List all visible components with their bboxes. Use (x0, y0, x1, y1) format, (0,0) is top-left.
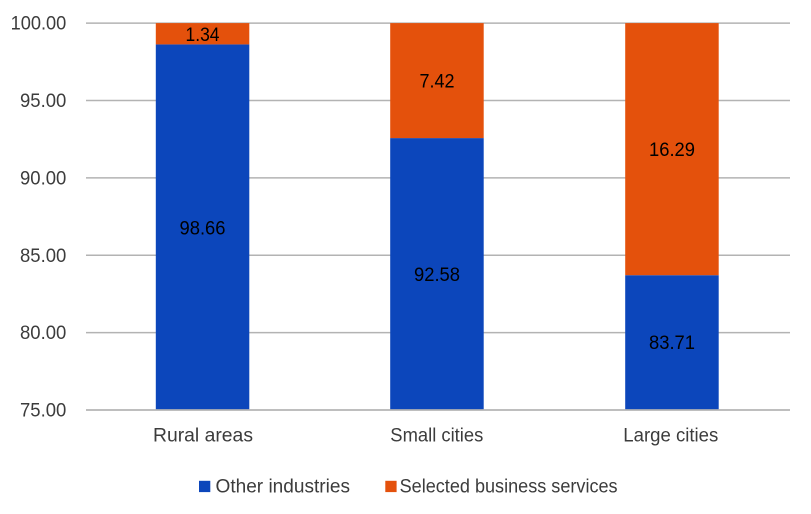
svg-text:Other industries: Other industries (216, 476, 351, 497)
svg-text:85.00: 85.00 (20, 246, 66, 267)
svg-text:95.00: 95.00 (20, 91, 66, 112)
svg-text:90.00: 90.00 (20, 168, 66, 189)
svg-text:83.71: 83.71 (649, 333, 695, 354)
svg-text:Large cities: Large cities (623, 426, 718, 447)
svg-text:7.42: 7.42 (420, 72, 455, 93)
svg-text:100.00: 100.00 (11, 14, 67, 35)
svg-text:75.00: 75.00 (20, 401, 66, 422)
svg-text:16.29: 16.29 (649, 140, 695, 161)
svg-text:80.00: 80.00 (20, 323, 66, 344)
svg-text:92.58: 92.58 (414, 265, 460, 286)
svg-text:Selected business services: Selected business services (400, 476, 618, 497)
svg-text:Rural areas: Rural areas (153, 426, 253, 447)
svg-text:Small cities: Small cities (390, 426, 483, 447)
svg-text:98.66: 98.66 (180, 218, 226, 239)
svg-text:1.34: 1.34 (186, 25, 220, 46)
